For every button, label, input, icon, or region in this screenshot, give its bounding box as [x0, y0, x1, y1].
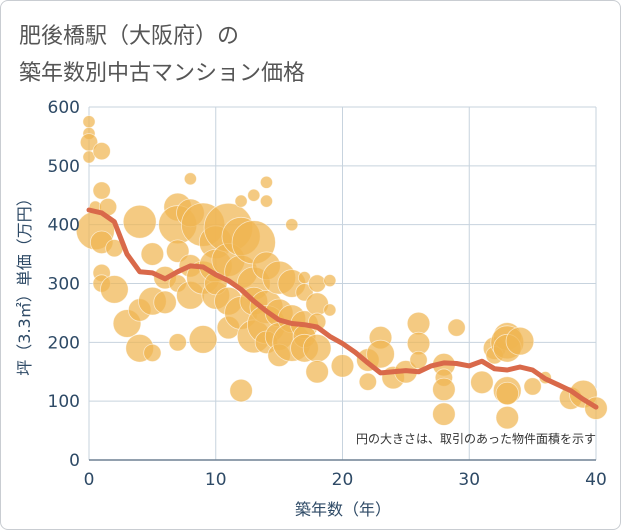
y-tick-label-0: 0 [69, 451, 80, 471]
bubble-point-5 [92, 181, 111, 200]
x-tick-label-4: 40 [585, 470, 607, 490]
chart-title-line2: 築年数別中古マンション価格 [19, 61, 306, 86]
x-axis-title: 築年数（年） [295, 500, 391, 519]
bubble-point-34 [188, 325, 218, 354]
bubble-point-94 [470, 370, 494, 395]
bubble-point-75 [302, 333, 332, 363]
x-tick-label-2: 20 [332, 470, 354, 490]
bubble-point-104 [523, 377, 542, 396]
bubble-point-27 [168, 333, 187, 352]
x-tick-label-3: 30 [458, 470, 480, 490]
chart-title-line1: 肥後橋駅（大阪府）の [19, 24, 240, 49]
bubble-point-81 [358, 372, 377, 391]
y-tick-label-4: 400 [48, 216, 80, 236]
bubble-point-93 [447, 318, 466, 337]
bubble-point-78 [323, 303, 337, 317]
x-tick-label-1: 10 [205, 470, 227, 490]
y-tick-label-3: 300 [48, 275, 80, 295]
bubble-point-28 [183, 172, 197, 186]
bubble-point-0 [82, 115, 96, 129]
y-tick-label-2: 200 [48, 333, 80, 353]
bubble-point-83 [366, 339, 395, 369]
bubble-point-101 [495, 381, 519, 406]
bubble-point-13 [100, 275, 129, 304]
y-axis-ticks: 0 100 200 300 400 500 600 [48, 98, 80, 471]
bubble-point-76 [305, 360, 329, 384]
bubble-point-17 [143, 343, 162, 363]
bubble-point-72 [308, 274, 327, 293]
bubble-point-79 [330, 354, 355, 378]
bubble-point-19 [140, 242, 165, 266]
y-tick-label-6: 600 [48, 98, 80, 118]
bubble-point-77 [323, 274, 337, 288]
y-tick-label-1: 100 [48, 392, 80, 412]
bubble-point-103 [505, 326, 535, 356]
bubble-point-53 [259, 175, 273, 189]
bubble-point-4 [92, 142, 111, 161]
bubble-point-91 [432, 377, 456, 402]
bubble-point-63 [285, 218, 299, 232]
bubble-point-86 [406, 311, 431, 336]
bubble-point-18 [122, 204, 157, 239]
trend-line [86, 207, 599, 410]
y-axis-title: 坪（3.3㎡）単価（万円） [15, 190, 34, 375]
bubble-point-47 [229, 378, 253, 403]
size-note: 円の大きさは、取引のあった物件面積を示す [356, 431, 596, 446]
x-tick-label-0: 0 [84, 470, 95, 490]
bubble-point-43 [234, 194, 248, 208]
bubble-point-92 [432, 402, 456, 426]
bubble-point-54 [259, 194, 273, 208]
bubble-point-102 [495, 405, 519, 430]
x-axis-ticks: 0 10 20 30 40 [84, 470, 607, 490]
bubble-point-88 [409, 350, 428, 370]
trend-series [86, 207, 599, 410]
bubble-point-48 [247, 188, 261, 202]
bubble-point-21 [153, 290, 177, 315]
y-tick-label-5: 500 [48, 157, 80, 177]
